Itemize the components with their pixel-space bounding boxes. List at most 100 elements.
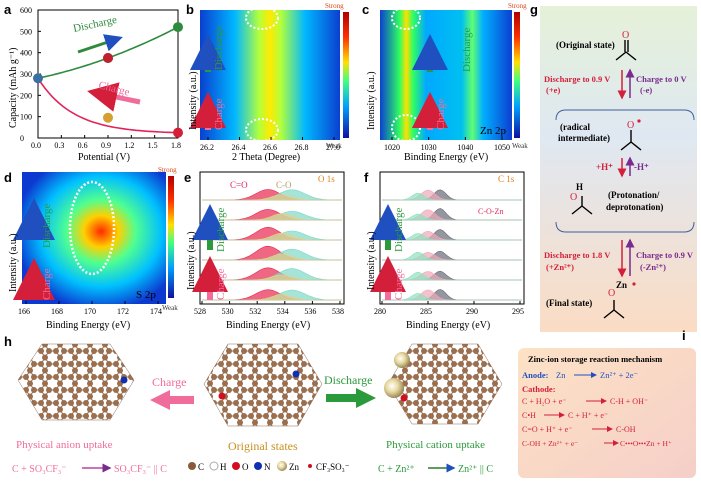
reaction-4-right: C•••O•••Zn + H⁺ [620,439,672,448]
x-tick-label: 536 [304,307,316,316]
x-tick-label: 168 [51,307,63,316]
scale-weak: Weak [162,304,178,312]
colorbar [343,12,349,138]
panel-e-ticks: 528 530 532 534 536 538 [194,301,344,316]
anion-eq-right: SO₃CF₃⁻ || C [114,464,167,475]
cation-eq-right: Zn²⁺ || C [458,464,493,475]
x-tick-label: 1.2 [124,141,134,150]
colorbar [514,12,520,138]
charge-text: Charge [215,268,227,300]
protonation-label-1: (Protonation/ [608,190,660,200]
discharge-arrow [326,388,376,408]
anion-eq-left: C + SO₃CF₃⁻ [12,464,67,475]
spectrum-peak [202,232,342,241]
panel-b-ticks: 26.2 26.4 26.6 26.8 27.0 [200,137,340,152]
y-tick-label: 400 [20,49,32,58]
x-tick-label: 26.6 [263,143,277,152]
lattice-cation [387,343,503,425]
panel-f-xlabel: Binding Energy (eV) [406,320,490,331]
x-tick-label: 1.5 [148,141,158,150]
discharge-point [33,73,43,84]
reaction-4-left: C-OH + Zn²⁺ + e⁻ [522,439,578,448]
y-tick-label: 300 [20,70,32,79]
panel-a-letter: a [4,2,12,17]
reaction-1-left: C + H₂O + e⁻ [522,397,566,406]
spectrum-peak [382,293,522,301]
panel-c-letter: c [362,2,369,17]
reaction-3-right: C-OH [616,425,636,434]
cation-uptake-label: Physical cation uptake [386,439,485,451]
x-tick-label: 530 [222,307,234,316]
charge-arrow [150,390,194,410]
x-tick-label: 1030 [421,143,437,152]
reaction-2-right: C + H⁺ + e⁻ [568,411,608,420]
protonation-label-2: deprotonation) [606,202,663,212]
radical-label-2: intermediate) [558,133,610,143]
anode-eq-right: Zn²⁺ + 2e⁻ [600,370,639,380]
discharge-text: Discharge [213,25,225,70]
spectrum-peak [202,194,342,201]
ketone-molecule [615,40,637,61]
anode-eq-left: Zn [556,370,566,380]
lattice-original [203,343,323,427]
discharge-step-2b: (+Zn²⁺) [546,262,574,272]
charge-text: Charge [213,98,225,130]
x-tick-label: 1020 [384,143,400,152]
peak-marker-top [245,6,279,30]
x-tick-label: 0.3 [54,141,64,150]
panel-f-ylabel: Intensity (a.u.) [366,231,377,290]
panel-d-ticks: 166 168 170 172 174 [18,301,162,316]
charge-text: Charge [435,98,447,130]
charge-label: Charge [152,375,186,389]
x-tick-label: 26.8 [295,143,309,152]
x-tick-label: 1040 [457,143,473,152]
h-plus: +H⁺ [596,162,613,172]
x-tick-label: 0.6 [78,141,88,150]
charge-point [173,127,183,138]
original-states-label: Original states [228,439,298,453]
scale-weak: Weak [326,142,342,150]
panel-e-ylabel: Intensity (a.u.) [186,231,197,290]
charge-point [103,112,113,123]
discharge-text: Discharge [393,207,405,252]
peak-co-double: C=O [230,180,248,190]
zn-ion [394,352,410,368]
discharge-text: Discharge [461,27,473,72]
y-tick-label: 600 [20,6,32,15]
panel-c-xlabel: Binding Energy (eV) [404,152,488,163]
cation-eq-left: C + Zn²⁺ [378,464,415,475]
reaction-1-right: C-H + OH⁻ [610,397,648,406]
charge-step-1: Charge to 0 V [636,74,687,84]
discharge-step-1: Discharge to 0.9 V [544,74,611,84]
y-tick-label: 200 [20,91,32,100]
panel-a-xlabel: Potential (V) [78,152,130,163]
spectrum-peak [202,294,342,301]
peak-marker-top [391,6,421,30]
panel-a-ticks: 0.0 0.3 0.6 0.9 1.2 1.5 1.8 0 100 200 300 400 500 600 [20,6,181,150]
panel-i-letter: i [682,328,686,343]
panel-e: e C=O C-O O 1s Discharge Charge 528 530 53… [184,170,345,331]
nitrogen-ball [120,376,128,384]
panel-e-xlabel: Binding Energy (eV) [226,320,310,331]
panel-i-box [518,348,696,478]
x-tick-label: 534 [277,307,289,316]
panel-a: a 0.0 0.3 0.6 0.9 1.2 1.5 1.8 0 100 200 300 400 500 6… [4,2,183,163]
oxygen-ball [218,392,226,400]
panel-d-letter: d [4,170,12,185]
o1s-tag: O 1s [318,174,335,184]
original-state: (Original state) [556,40,615,50]
radical-dot [637,119,641,123]
legend-otf: CF₃SO₃⁻ [316,462,350,472]
panel-b: b Discharge Charge Strong Weak 26.2 26.4 2… [186,2,349,163]
panel-f-ticks: 280 285 290 295 [374,301,524,316]
charge-step-1b: (-e) [640,85,652,95]
hydrogen-atom: H [576,182,583,192]
final-molecule [603,300,625,319]
nitrogen-ball [292,370,300,378]
panel-c: c Discharge Charge Zn 2p Strong Weak 102… [362,2,528,163]
oxygen-atom: O [608,288,615,299]
peak-c-o-zn: C-O-Zn [478,207,503,216]
x-tick-label: 532 [249,307,261,316]
panel-b-letter: b [186,2,194,17]
